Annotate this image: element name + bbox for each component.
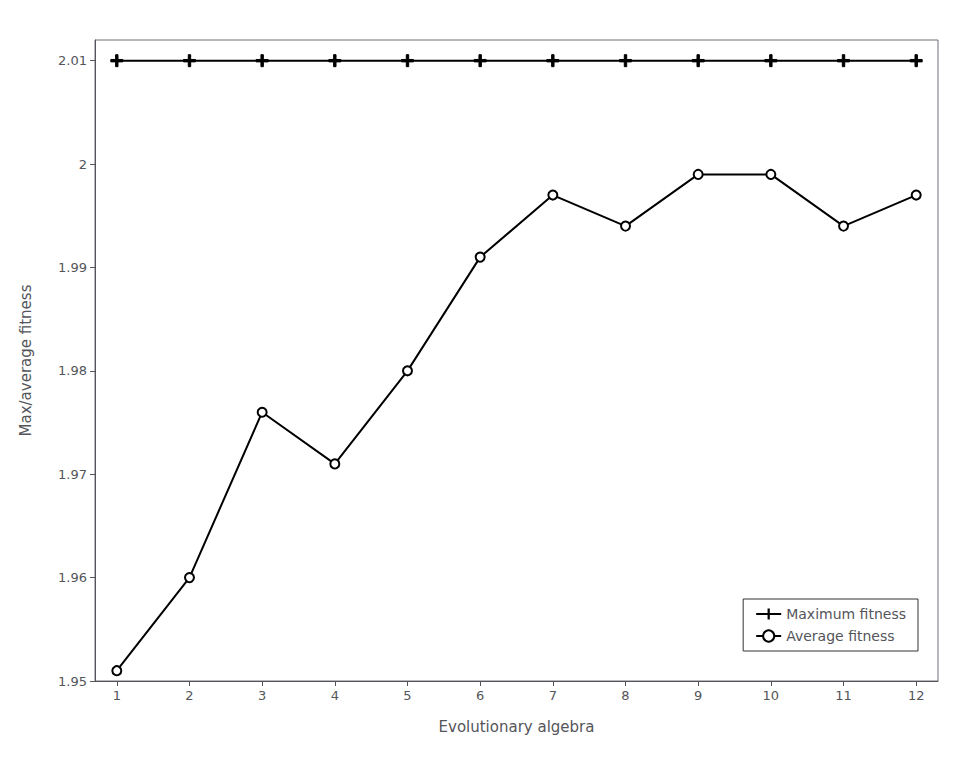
svg-text:12: 12 <box>908 688 925 703</box>
svg-text:Average fitness: Average fitness <box>786 628 894 644</box>
svg-text:5: 5 <box>403 688 411 703</box>
svg-text:6: 6 <box>476 688 484 703</box>
svg-text:4: 4 <box>331 688 339 703</box>
svg-text:2.01: 2.01 <box>58 53 87 68</box>
svg-text:7: 7 <box>549 688 557 703</box>
svg-text:1.96: 1.96 <box>58 570 87 585</box>
svg-text:1: 1 <box>113 688 121 703</box>
svg-text:10: 10 <box>763 688 780 703</box>
svg-text:1.95: 1.95 <box>58 674 87 689</box>
svg-text:3: 3 <box>258 688 266 703</box>
svg-text:1.98: 1.98 <box>58 363 87 378</box>
svg-text:Maximum fitness: Maximum fitness <box>786 606 906 622</box>
svg-text:Evolutionary algebra: Evolutionary algebra <box>439 718 595 736</box>
svg-text:11: 11 <box>835 688 852 703</box>
svg-text:8: 8 <box>621 688 629 703</box>
svg-text:1.99: 1.99 <box>58 260 87 275</box>
svg-text:2: 2 <box>185 688 193 703</box>
svg-text:2: 2 <box>79 157 87 172</box>
svg-text:1.97: 1.97 <box>58 467 87 482</box>
svg-text:Max/average fitness: Max/average fitness <box>17 284 35 436</box>
svg-text:9: 9 <box>694 688 702 703</box>
